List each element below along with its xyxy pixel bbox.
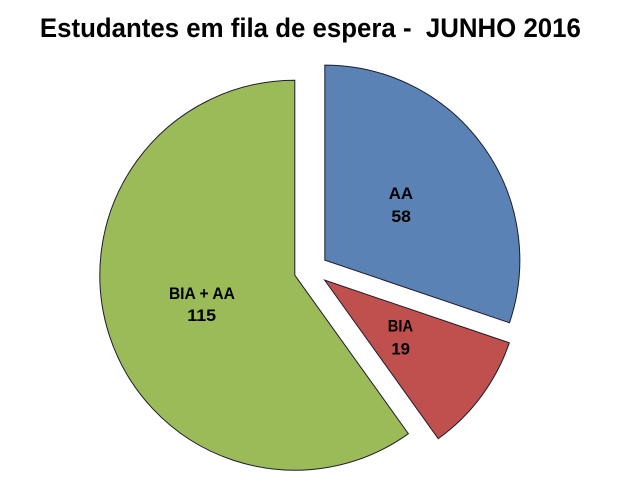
svg-text:115: 115 [187, 306, 216, 325]
svg-text:19: 19 [391, 340, 410, 359]
svg-text:BIA + AA: BIA + AA [169, 284, 235, 303]
svg-text:Estudantes em fila de espera -: Estudantes em fila de espera - JUNHO 201… [40, 13, 581, 43]
svg-text:58: 58 [391, 207, 411, 226]
svg-text:AA: AA [389, 184, 413, 203]
svg-text:BIA: BIA [388, 317, 413, 336]
